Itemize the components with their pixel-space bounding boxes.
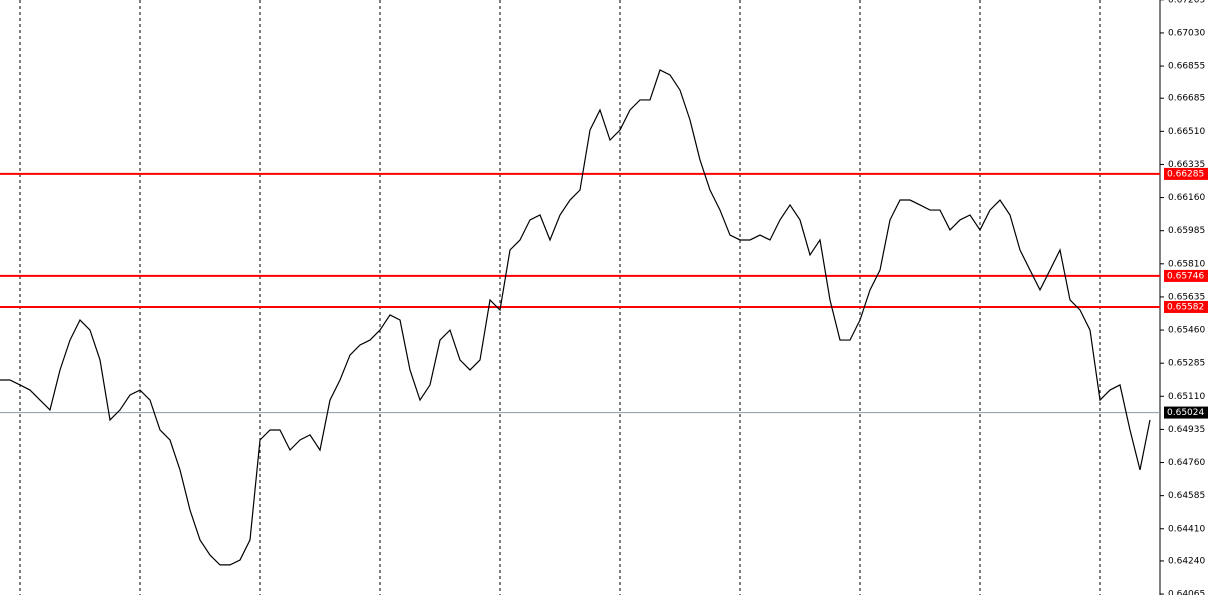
- y-tick-label: 0.66335: [1168, 160, 1205, 170]
- y-tick-label: 0.64760: [1168, 458, 1205, 468]
- level-label-box: [1164, 269, 1208, 282]
- y-tick-label: 0.64585: [1168, 491, 1205, 501]
- y-tick-label: 0.66510: [1168, 127, 1205, 137]
- y-tick-label: 0.67030: [1168, 28, 1205, 38]
- level-label: 0.66285: [1167, 169, 1204, 179]
- level-label-box: [1164, 300, 1208, 313]
- y-tick-label: 0.67205: [1168, 0, 1205, 5]
- y-tick-label: 0.65810: [1168, 259, 1205, 269]
- y-tick-label: 0.64410: [1168, 524, 1205, 534]
- y-tick-label: 0.66160: [1168, 193, 1205, 203]
- y-tick-label: 0.65985: [1168, 226, 1205, 236]
- y-tick-label: 0.64935: [1168, 425, 1205, 435]
- current-price-box: [1164, 406, 1208, 419]
- y-tick-label: 0.66685: [1168, 94, 1205, 104]
- current-price-label: 0.65024: [1167, 408, 1204, 418]
- level-label: 0.65746: [1167, 271, 1204, 281]
- level-label-box: [1164, 167, 1208, 180]
- y-tick-label: 0.65635: [1168, 292, 1205, 302]
- price-line: [0, 69, 1151, 566]
- level-label: 0.65582: [1167, 302, 1204, 312]
- y-tick-label: 0.65285: [1168, 359, 1205, 369]
- y-tick-label: 0.65460: [1168, 326, 1205, 336]
- y-tick-label: 0.64240: [1168, 556, 1205, 566]
- y-tick-label: 0.65110: [1168, 392, 1205, 402]
- y-tick-label: 0.64065: [1168, 590, 1205, 595]
- y-tick-label: 0.66855: [1168, 62, 1205, 72]
